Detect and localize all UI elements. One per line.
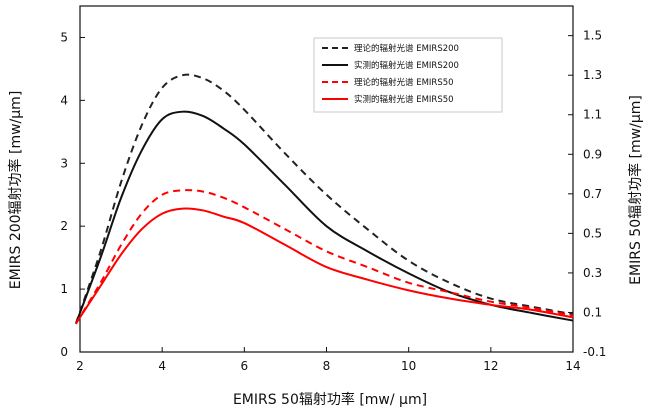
x-tick-label: 6	[241, 359, 249, 373]
legend-label-3: 理论的辐射光谱 EMIRS50	[354, 77, 454, 88]
left-y-tick-label: 3	[60, 156, 68, 170]
legend-label-4: 实测的辐射光谱 EMIRS50	[354, 94, 454, 105]
left-y-tick-label: 5	[60, 30, 68, 44]
right-y-tick-label: 1.3	[583, 68, 602, 82]
left-y-tick-label: 0	[60, 345, 68, 359]
legend: 理论的辐射光谱 EMIRS200 实测的辐射光谱 EMIRS200 理论的辐射光谱 …	[313, 37, 503, 113]
right-y-tick-label: 0.1	[583, 305, 602, 319]
x-axis-ticks: 2 4 6 8 10 12 14	[76, 347, 581, 373]
right-y-tick-label: 0.3	[583, 266, 602, 280]
x-axis-title: EMIRS 50辐射功率 [mw/ µm]	[233, 391, 427, 408]
series-layer	[74, 73, 574, 325]
right-y-tick-label: -0.1	[583, 345, 606, 359]
right-y-tick-label: 0.9	[583, 147, 602, 161]
x-tick-label: 10	[401, 359, 416, 373]
right-y-tick-label: 1.1	[583, 108, 602, 122]
x-tick-label: 14	[565, 359, 580, 373]
series-line-1	[74, 73, 574, 325]
legend-label-1: 理论的辐射光谱 EMIRS200	[354, 43, 459, 54]
x-tick-label: 12	[483, 359, 498, 373]
series-line-2	[74, 110, 574, 325]
right-y-axis-title: EMIRS 50辐射功率 [mw/µm]	[627, 95, 644, 285]
right-y-tick-label: 1.5	[583, 29, 602, 43]
left-y-axis-title: EMIRS 200辐射功率 [mw/µm]	[7, 91, 24, 290]
x-tick-label: 2	[76, 359, 84, 373]
right-y-tick-label: 0.5	[583, 226, 602, 240]
right-y-axis-ticks: -0.1 0.1 0.3 0.5 0.7 0.9 1.1 1.3 1.5	[568, 29, 606, 359]
legend-label-2: 实测的辐射光谱 EMIRS200	[354, 60, 459, 71]
right-y-tick-label: 0.7	[583, 187, 602, 201]
left-y-tick-label: 4	[60, 93, 68, 107]
series-line-4	[75, 207, 574, 325]
left-y-tick-label: 2	[60, 219, 68, 233]
x-tick-label: 4	[158, 359, 166, 373]
left-y-tick-label: 1	[60, 282, 68, 296]
left-y-axis-ticks: 0 1 2 3 4 5	[60, 30, 85, 359]
x-tick-label: 8	[323, 359, 331, 373]
series-line-3	[75, 189, 574, 325]
